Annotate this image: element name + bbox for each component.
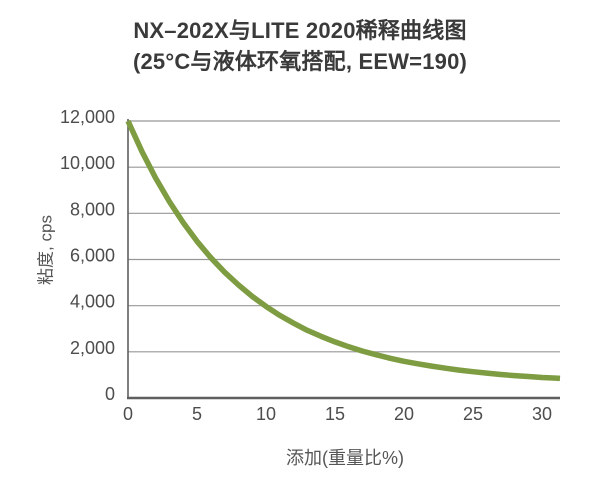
x-tick-label-5: 5 xyxy=(192,404,202,424)
x-tick-label-15: 15 xyxy=(325,404,345,424)
x-tick-label-20: 20 xyxy=(394,404,414,424)
x-axis-title: 添加(重量比%) xyxy=(286,448,404,468)
y-tick-label-4000: 4,000 xyxy=(70,292,115,312)
y-tick-label-10000: 10,000 xyxy=(60,153,115,173)
y-tick-label-2000: 2,000 xyxy=(70,338,115,358)
y-axis-title: 粘度, cps xyxy=(36,215,56,285)
y-tick-label-0: 0 xyxy=(105,384,115,404)
chart-title: NX–202X与LITE 2020稀释曲线图 xyxy=(133,18,467,43)
y-tick-label-8000: 8,000 xyxy=(70,199,115,219)
x-tick-label-0: 0 xyxy=(123,404,133,424)
y-tick-label-12000: 12,000 xyxy=(60,107,115,127)
x-tick-label-10: 10 xyxy=(256,404,276,424)
dilution-curve xyxy=(125,119,561,382)
y-tick-label-6000: 6,000 xyxy=(70,246,115,266)
chart-subtitle: (25°C与液体环氧搭配, EEW=190) xyxy=(132,49,468,74)
x-tick-label-25: 25 xyxy=(463,404,483,424)
chart-title-block: NX–202X与LITE 2020稀释曲线图 (25°C与液体环氧搭配, EEW… xyxy=(0,15,600,77)
x-tick-label-30: 30 xyxy=(532,404,552,424)
